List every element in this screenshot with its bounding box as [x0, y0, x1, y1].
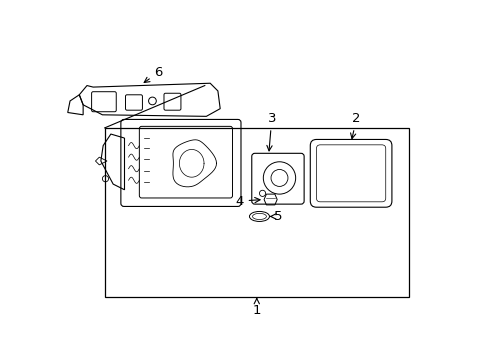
Text: 6: 6 [144, 66, 163, 82]
Text: 3: 3 [266, 112, 275, 151]
Text: 2: 2 [350, 112, 360, 139]
Text: 4: 4 [235, 194, 260, 208]
Bar [104, 128, 408, 297]
Text: 5: 5 [270, 210, 282, 223]
Text: 1: 1 [252, 298, 261, 317]
